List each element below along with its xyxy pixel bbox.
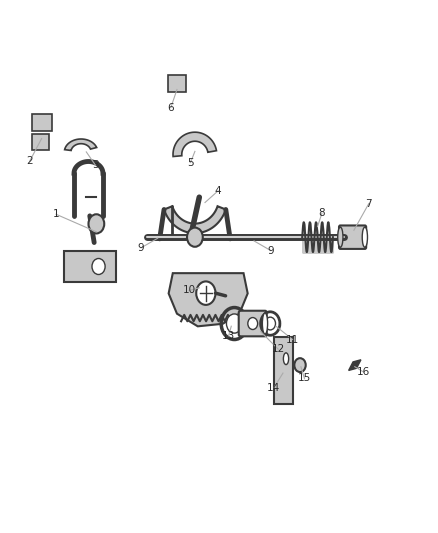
Polygon shape	[169, 273, 248, 326]
Ellipse shape	[283, 353, 289, 365]
Text: 10: 10	[183, 286, 196, 295]
Text: 2: 2	[26, 156, 33, 166]
Text: 16: 16	[357, 367, 370, 377]
FancyBboxPatch shape	[339, 225, 366, 249]
Text: 13: 13	[222, 331, 235, 341]
Text: 9: 9	[267, 246, 274, 255]
Circle shape	[92, 259, 105, 274]
Polygon shape	[32, 114, 52, 131]
Text: 4: 4	[215, 186, 222, 196]
Text: 15: 15	[298, 374, 311, 383]
Polygon shape	[64, 251, 116, 282]
Text: 6: 6	[167, 103, 174, 112]
Text: 3: 3	[92, 160, 99, 170]
Ellipse shape	[338, 227, 343, 247]
Polygon shape	[349, 360, 361, 370]
Circle shape	[196, 281, 215, 305]
Polygon shape	[32, 134, 49, 150]
Polygon shape	[168, 75, 186, 92]
Text: 14: 14	[267, 383, 280, 393]
Text: 1: 1	[53, 209, 60, 219]
Circle shape	[88, 214, 104, 233]
FancyBboxPatch shape	[239, 311, 267, 336]
Circle shape	[226, 314, 242, 333]
Polygon shape	[65, 139, 97, 150]
Text: 5: 5	[187, 158, 194, 167]
Circle shape	[294, 358, 306, 372]
Text: 9: 9	[138, 243, 145, 253]
Ellipse shape	[262, 313, 268, 334]
Text: 8: 8	[318, 208, 325, 218]
Text: 7: 7	[365, 199, 372, 208]
Polygon shape	[274, 337, 293, 404]
Polygon shape	[164, 206, 226, 233]
Polygon shape	[173, 132, 216, 157]
Ellipse shape	[362, 227, 367, 247]
Text: 11: 11	[286, 335, 299, 344]
Circle shape	[248, 318, 258, 329]
Circle shape	[187, 228, 203, 247]
Text: 12: 12	[272, 344, 285, 354]
Circle shape	[265, 317, 276, 330]
